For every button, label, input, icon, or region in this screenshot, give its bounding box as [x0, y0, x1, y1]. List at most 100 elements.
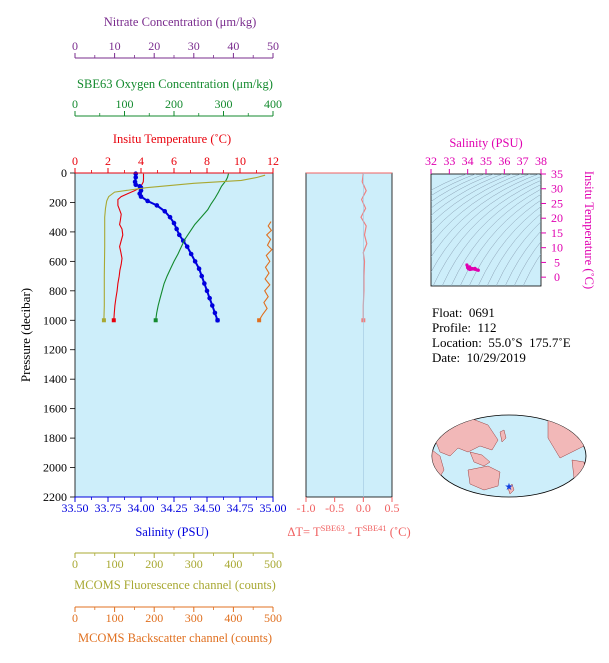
salinity-axis-tick-label: 34.00 [128, 501, 155, 515]
pressure-tick-label: 200 [49, 195, 67, 209]
ts-density-contour [442, 184, 541, 286]
ts-x-tick-label: 33 [443, 154, 455, 168]
salinity-point [145, 198, 150, 204]
ts-y-tick-label: 30 [551, 182, 563, 196]
oxygen-axis-tick-label: 0 [72, 97, 78, 111]
salinity-point [192, 259, 198, 264]
ts-density-contour [514, 241, 541, 286]
ts-xlabel: Salinity (PSU) [449, 136, 522, 150]
oxygen-axis-label: SBE63 Oxygen Concentration (μm/kg) [77, 77, 273, 91]
temperature-axis-tick-label: 8 [204, 154, 210, 168]
nitrate-axis-tick-label: 50 [267, 39, 279, 53]
location: Location: 55.0˚S 175.7˚E [432, 335, 571, 350]
ts-ylabel: Insitu Temperature (˚C) [582, 171, 596, 289]
temperature-series-line [113, 173, 145, 321]
pressure-tick-label: 2200 [43, 490, 67, 504]
salinity-point [138, 194, 144, 199]
ts-x-tick-label: 32 [425, 154, 437, 168]
ts-density-contour [523, 253, 541, 286]
delta-t-plot-area [305, 172, 393, 498]
pressure-tick-label: 1000 [43, 313, 67, 327]
temperature-end-marker [111, 318, 116, 323]
oxygen-axis-tick-label: 100 [116, 97, 134, 111]
float-id: Float: 0691 [432, 305, 495, 320]
backscatter-axis-tick-label: 200 [145, 611, 163, 625]
delta-t-tick-label: -1.0 [297, 501, 316, 515]
fluorescence-axis-tick-label: 200 [145, 557, 163, 571]
salinity-point [176, 232, 182, 238]
delta-t-tick-label: 0.5 [385, 501, 400, 515]
map-land-new-zealand [507, 483, 515, 495]
ts-x-tick-label: 37 [517, 154, 529, 168]
delta-t-tick-label: -0.5 [325, 501, 344, 515]
ts-y-tick-label: 0 [554, 270, 560, 284]
backscatter-axis-label: MCOMS Backscatter channel (counts) [78, 631, 272, 645]
ts-density-contour [487, 213, 541, 286]
ts-x-tick-label: 36 [498, 154, 510, 168]
ts-point [467, 265, 472, 269]
fluorescence-axis-tick-label: 0 [72, 557, 78, 571]
pressure-tick-label: 800 [49, 284, 67, 298]
map-land-australia [467, 465, 501, 491]
float-info: Float: 0691 Profile: 112 Location: 55.0˚… [432, 305, 571, 365]
ts-density-contour [478, 206, 541, 286]
salinity-point [207, 295, 212, 301]
delta-t-label-sup2: SBE41 [363, 523, 387, 533]
salinity-point [184, 244, 190, 249]
salinity-point [133, 182, 139, 188]
float-location-marker: ★ [505, 482, 514, 493]
fluorescence-axis-label: MCOMS Fluorescence channel (counts) [74, 578, 276, 592]
nitrate-axis-tick-label: 40 [227, 39, 239, 53]
pressure-tick-label: 0 [61, 166, 67, 180]
oxygen-end-marker [153, 318, 158, 323]
backscatter-axis-tick-label: 0 [72, 611, 78, 625]
ts-x-tick-label: 35 [480, 154, 492, 168]
pressure-tick-label: 1400 [43, 372, 67, 386]
salinity-end-marker [215, 318, 220, 323]
salinity-point [162, 208, 168, 214]
delta-t-series-line [360, 173, 368, 321]
nitrate-axis: 0 10 20 30 40 50 [72, 39, 279, 59]
fluorescence-axis-tick-label: 300 [185, 557, 203, 571]
map-land-southeast-asia [469, 451, 491, 467]
ts-y-tick-label: 20 [551, 211, 563, 225]
salinity-axis-tick-label: 34.25 [161, 501, 188, 515]
ts-density-contour [505, 230, 541, 286]
pressure-tick-label: 400 [49, 225, 67, 239]
delta-t-tick-label: 0.0 [356, 501, 371, 515]
ts-y-tick-label: 25 [551, 196, 563, 210]
backscatter-series-line [258, 221, 273, 321]
backscatter-end-marker [257, 318, 262, 323]
backscatter-axis-tick-label: 100 [106, 611, 124, 625]
fluorescence-series-line [103, 174, 266, 321]
ts-density-contour [460, 194, 541, 286]
map-land-south-america [571, 459, 586, 491]
delta-t-axis-label: ΔT= TSBE63 - TSBE41 (˚C) [287, 523, 410, 539]
ts-plot-area [430, 173, 542, 287]
oxygen-axis-tick-label: 300 [215, 97, 233, 111]
salinity-axis-tick-label: 33.50 [62, 501, 89, 515]
ts-density-contour [431, 174, 513, 225]
temperature-axis-tick-label: 2 [105, 154, 111, 168]
salinity-point [174, 226, 179, 232]
salinity-axis-tick-label: 34.75 [227, 501, 254, 515]
fluorescence-axis-tick-label: 400 [224, 557, 242, 571]
delta-t-label-sup1: SBE63 [321, 523, 345, 533]
profile-number: Profile: 112 [432, 320, 497, 335]
salinity-point [154, 203, 160, 208]
nitrate-axis-tick-label: 30 [188, 39, 200, 53]
temperature-axis: 0 2 4 6 8 10 12 [72, 154, 279, 174]
salinity-axis-tick-label: 34.50 [194, 501, 221, 515]
salinity-point [209, 303, 215, 308]
ts-x-tick-label: 34 [462, 154, 474, 168]
salinity-axis-tick-label: 35.00 [260, 501, 287, 515]
pressure-tick-label: 600 [49, 254, 67, 268]
salinity-point [199, 273, 205, 279]
ts-x-tick-label: 38 [535, 154, 547, 168]
oxygen-axis-tick-label: 200 [165, 97, 183, 111]
salinity-point [167, 214, 173, 220]
fluorescence-axis-tick-label: 500 [264, 557, 282, 571]
map-land-japan [499, 429, 507, 443]
